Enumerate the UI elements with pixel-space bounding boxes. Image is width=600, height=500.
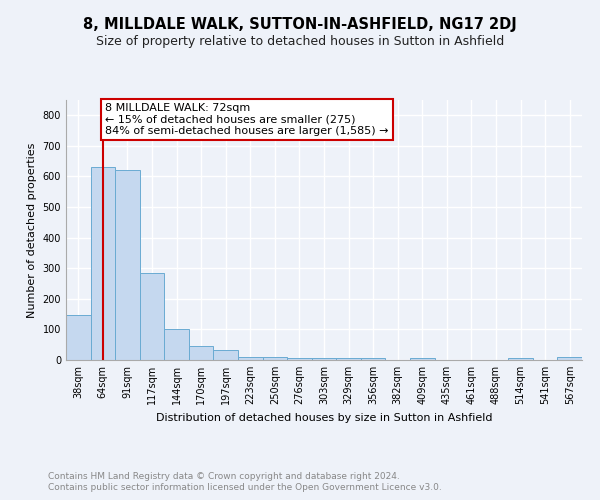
Text: 8 MILLDALE WALK: 72sqm
← 15% of detached houses are smaller (275)
84% of semi-de: 8 MILLDALE WALK: 72sqm ← 15% of detached… (106, 103, 389, 136)
Text: Contains HM Land Registry data © Crown copyright and database right 2024.: Contains HM Land Registry data © Crown c… (48, 472, 400, 481)
Bar (263, 357, 287, 360)
Bar (238, 356, 263, 360)
Bar (115, 170, 140, 360)
Bar (189, 346, 214, 360)
Text: Size of property relative to detached houses in Sutton in Ashfield: Size of property relative to detached ho… (96, 35, 504, 48)
Bar (312, 358, 336, 360)
Bar (214, 350, 238, 360)
X-axis label: Distribution of detached houses by size in Sutton in Ashfield: Distribution of detached houses by size … (156, 412, 492, 422)
Bar (336, 358, 361, 360)
Text: 8, MILLDALE WALK, SUTTON-IN-ASHFIELD, NG17 2DJ: 8, MILLDALE WALK, SUTTON-IN-ASHFIELD, NG… (83, 18, 517, 32)
Bar (91, 168, 115, 360)
Bar (361, 358, 385, 360)
Bar (140, 273, 164, 360)
Bar (66, 314, 91, 360)
Y-axis label: Number of detached properties: Number of detached properties (27, 142, 37, 318)
Bar (164, 329, 189, 360)
Bar (557, 357, 582, 360)
Bar (410, 358, 434, 360)
Text: Contains public sector information licensed under the Open Government Licence v3: Contains public sector information licen… (48, 484, 442, 492)
Bar (287, 358, 312, 360)
Bar (508, 358, 533, 360)
